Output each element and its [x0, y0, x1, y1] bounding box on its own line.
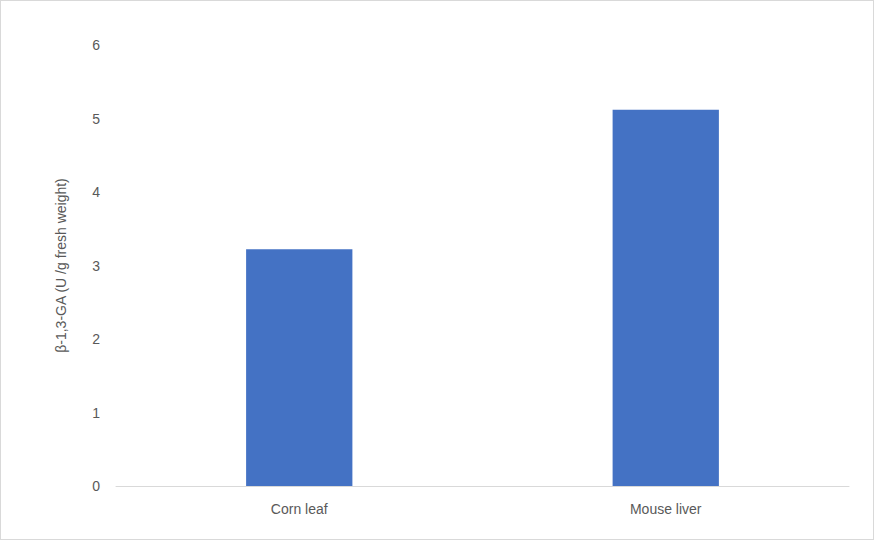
svg-text:Mouse liver: Mouse liver — [630, 501, 702, 517]
svg-text:0: 0 — [92, 478, 100, 494]
svg-text:Corn leaf: Corn leaf — [271, 501, 328, 517]
svg-text:1: 1 — [92, 405, 100, 421]
svg-text:5: 5 — [92, 111, 100, 127]
svg-text:6: 6 — [92, 37, 100, 53]
svg-text:3: 3 — [92, 258, 100, 274]
svg-text:2: 2 — [92, 331, 100, 347]
svg-text:β-1,3-GA (U /g fresh weight): β-1,3-GA (U /g fresh weight) — [53, 178, 69, 353]
svg-text:4: 4 — [92, 184, 100, 200]
